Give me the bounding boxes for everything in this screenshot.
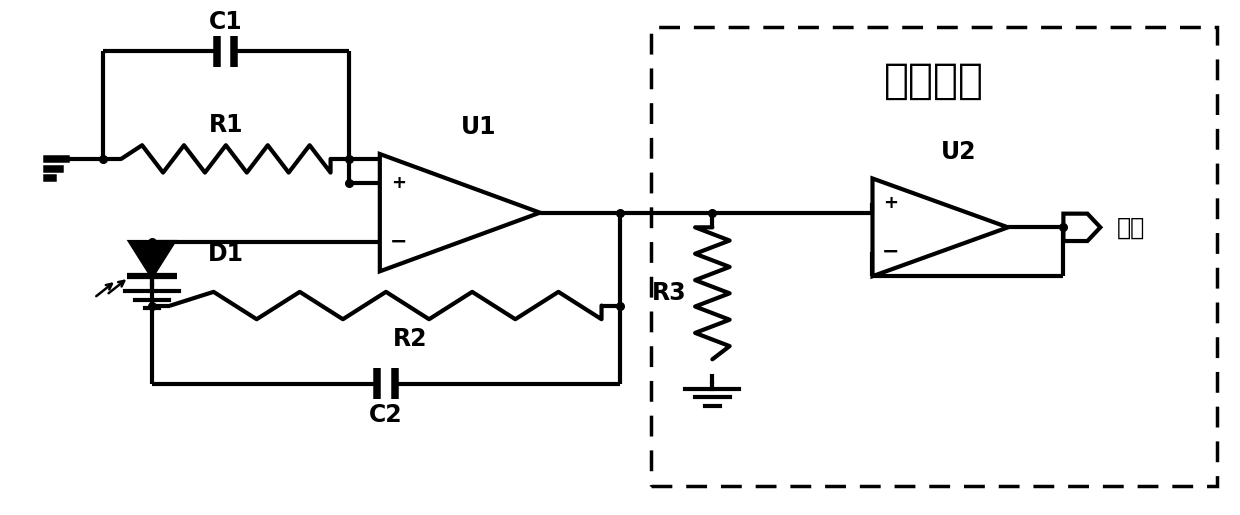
Text: R2: R2: [393, 327, 428, 351]
Text: 运放隔离: 运放隔离: [884, 60, 985, 101]
Text: U1: U1: [460, 115, 496, 140]
Text: R3: R3: [652, 281, 687, 305]
Text: U2: U2: [941, 140, 976, 164]
Polygon shape: [130, 242, 174, 276]
Text: −: −: [389, 232, 407, 252]
Text: +: +: [883, 194, 899, 212]
Text: C1: C1: [210, 10, 243, 34]
Text: R1: R1: [208, 113, 243, 138]
Text: −: −: [882, 242, 900, 262]
Text: C2: C2: [370, 403, 403, 427]
Text: +: +: [391, 175, 405, 192]
Text: D1: D1: [207, 242, 243, 266]
Text: 输出: 输出: [1117, 215, 1146, 239]
